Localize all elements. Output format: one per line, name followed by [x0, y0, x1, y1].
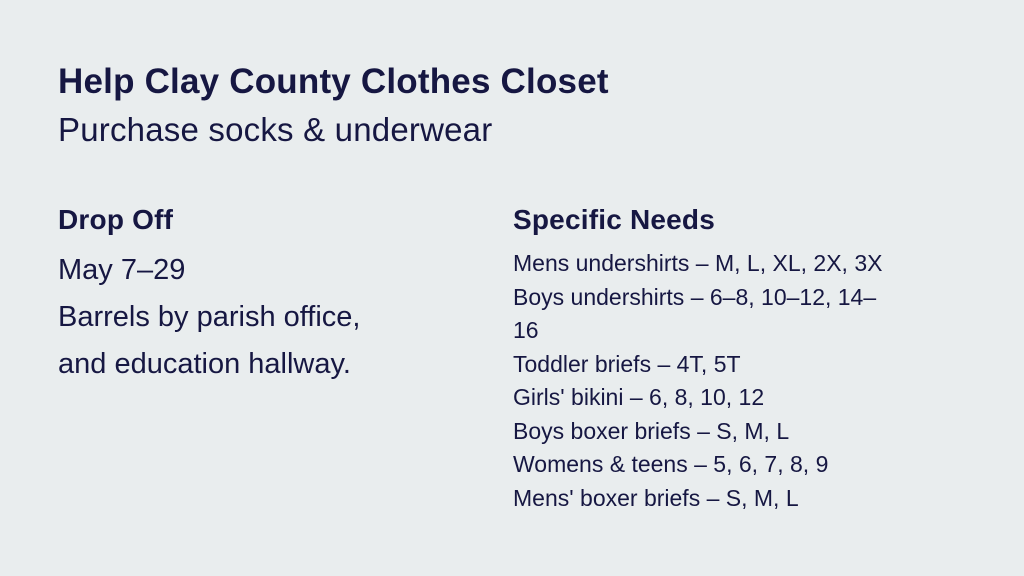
- page-subtitle: Purchase socks & underwear: [58, 111, 493, 148]
- need-item: Mens undershirts – M, L, XL, 2X, 3X: [513, 250, 883, 276]
- specific-needs-heading: Specific Needs: [513, 204, 715, 235]
- need-item: Boys undershirts – 6–8, 10–12, 14–16: [513, 283, 877, 344]
- header: Help Clay County Clothes Closet Purchase…: [58, 58, 958, 154]
- drop-off-details: May 7–29 Barrels by parish office, and edu…: [58, 247, 498, 388]
- page-title: Help Clay County Clothes Closet: [58, 62, 609, 101]
- need-item: Mens' boxer briefs – S, M, L: [513, 484, 799, 511]
- drop-off-line: Barrels by parish office,: [58, 301, 361, 333]
- specific-needs-list: Mens undershirts – M, L, XL, 2X, 3X Boys …: [513, 247, 898, 515]
- specific-needs-section: Specific Needs Mens undershirts – M, L, …: [513, 200, 898, 515]
- need-item: Girls' bikini – 6, 8, 10, 12: [513, 384, 765, 410]
- drop-off-section: Drop Off May 7–29 Barrels by parish offic…: [58, 200, 498, 388]
- need-item: Womens & teens – 5, 6, 7, 8, 9: [513, 451, 829, 477]
- drop-off-line: and education hallway.: [58, 348, 351, 380]
- need-item: Toddler briefs – 4T, 5T: [513, 350, 741, 377]
- drop-off-line: May 7–29: [58, 254, 186, 286]
- need-item: Boys boxer briefs – S, M, L: [513, 417, 790, 444]
- drop-off-heading: Drop Off: [58, 204, 174, 235]
